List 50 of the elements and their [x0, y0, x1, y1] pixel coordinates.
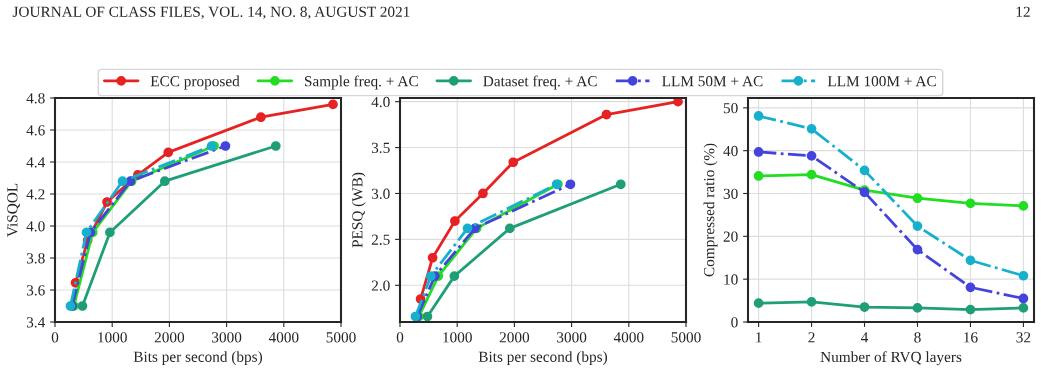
y-axis-title: ViSQOL [7, 183, 20, 237]
x-tick-label: 2000 [154, 332, 185, 343]
y-tick-label: 4.6 [26, 125, 45, 136]
y-tick-label: 4.2 [26, 189, 45, 200]
x-tick-label: 5000 [671, 332, 701, 343]
x-tick-label: 2000 [499, 332, 530, 343]
y-tick-label: 4.0 [371, 96, 390, 108]
x-tick-label: 2 [808, 332, 815, 343]
y-tick-label: 3.0 [371, 188, 390, 199]
x-axis-title: Bits per second (bps) [478, 351, 608, 365]
y-tick-label: 30 [723, 188, 738, 199]
y-tick-label: 2.5 [371, 234, 390, 245]
x-tick-label: 4000 [613, 332, 644, 343]
text: 12 [1016, 6, 1030, 17]
y-tick-label: 3.6 [26, 285, 45, 296]
y-axis-title: Compressed ratio (%) [703, 143, 718, 277]
x-tick-label: 1000 [98, 332, 127, 343]
x-tick-label: 4 [861, 332, 869, 343]
x-axis-title: Bits per second (bps) [133, 351, 263, 365]
x-tick-label: 1 [756, 332, 762, 343]
x-tick-label: 5000 [326, 332, 356, 343]
y-tick-label: 20 [723, 231, 738, 242]
x-tick-label: 4000 [268, 332, 299, 343]
y-tick-label: 4.0 [26, 221, 45, 232]
x-axis-title: Number of RVQ layers [820, 351, 962, 366]
y-tick-label: 3.4 [26, 317, 46, 328]
x-tick-label: 8 [914, 332, 921, 343]
legend-label: LLM 100M + AC [827, 76, 936, 87]
x-tick-label: 1000 [443, 332, 472, 343]
text: JOURNAL OF CLASS FILES, VOL. 14, NO. 8, AUGUST 2021 [12, 6, 410, 20]
y-tick-label: 2.0 [371, 280, 390, 291]
y-tick-label: 0 [731, 317, 738, 328]
y-tick-label: 40 [723, 145, 738, 157]
y-tick-label: 10 [724, 274, 738, 285]
x-tick-label: 0 [396, 332, 404, 343]
legend-label: ECC proposed [150, 75, 240, 90]
legend-label: Sample freq. + AC [304, 75, 418, 90]
x-tick-label: 3000 [557, 332, 587, 343]
legend-label: LLM 50M + AC [662, 76, 763, 87]
y-tick-label: 3.5 [371, 142, 390, 154]
x-tick-label: 3000 [212, 332, 242, 343]
legend-label: Dataset freq. + AC [483, 75, 597, 90]
x-tick-label: 0 [51, 332, 59, 343]
y-tick-label: 4.8 [26, 93, 45, 104]
x-tick-label: 16 [964, 332, 978, 343]
y-axis-title: PESQ (WB) [351, 172, 366, 248]
y-tick-label: 50 [723, 102, 738, 114]
y-tick-label: 3.8 [26, 253, 45, 264]
x-tick-label: 32 [1016, 332, 1031, 343]
y-tick-label: 4.4 [26, 157, 46, 168]
